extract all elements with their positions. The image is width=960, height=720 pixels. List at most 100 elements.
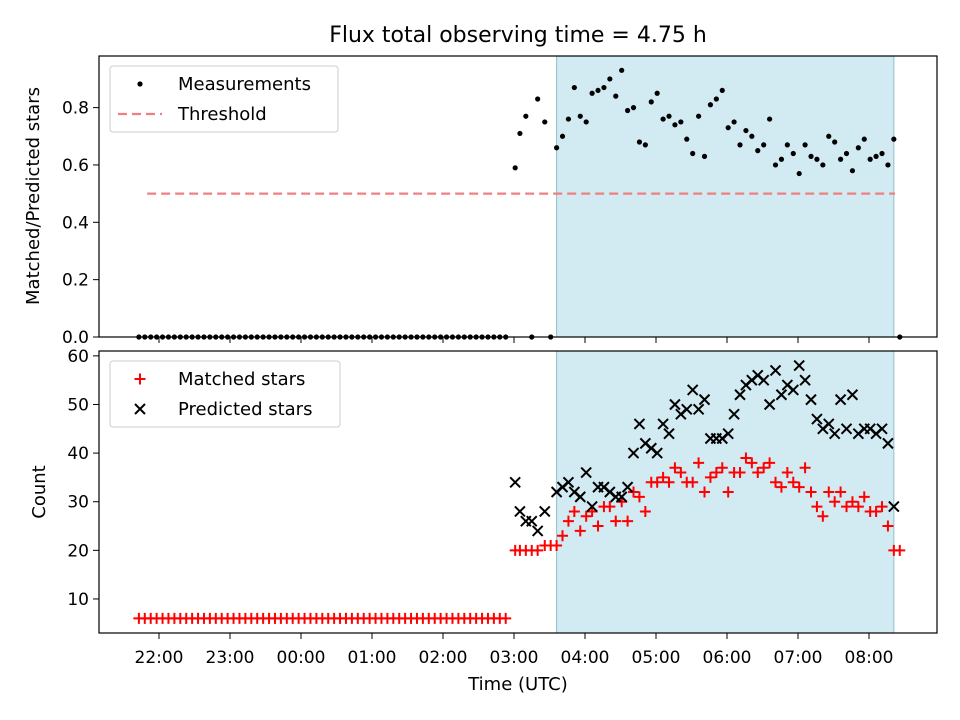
bottom-y-tick-label: 20 (67, 541, 89, 561)
matched-star-point (876, 501, 888, 513)
matched-star-point (633, 491, 645, 503)
bottom-y-tick-label: 10 (67, 590, 89, 610)
measurement-point (873, 153, 879, 159)
measurement-point (589, 90, 595, 96)
measurement-point (784, 142, 790, 148)
predicted-star-point (663, 427, 675, 440)
matched-star-point (669, 462, 681, 474)
measurement-point (737, 142, 743, 148)
measurement-point (619, 67, 625, 73)
predicted-star-point (799, 374, 811, 386)
predicted-star-point (882, 437, 894, 450)
bottom-y-tick-label: 40 (67, 444, 89, 464)
matched-star-point (604, 501, 616, 513)
predicted-star-point (840, 423, 853, 435)
x-tick-label: 01:00 (348, 648, 397, 668)
legend-label: Matched stars (178, 369, 305, 390)
measurement-point (802, 142, 808, 148)
predicted-star-point (876, 423, 888, 435)
predicted-star-point (793, 359, 805, 372)
measurement-point (855, 145, 861, 151)
matched-star-point (687, 476, 699, 488)
measurement-point (755, 148, 761, 154)
matched-star-point (805, 486, 817, 498)
matched-star-point (882, 520, 894, 532)
predicted-star-point (586, 500, 598, 513)
bottom-y-axis-label: Count (29, 465, 50, 518)
matched-star-point (610, 515, 622, 527)
measurement-point (843, 150, 850, 157)
predicted-star-point (734, 389, 746, 401)
measurement-point (654, 90, 660, 96)
measurement-point (719, 87, 725, 94)
x-tick-label: 02:00 (419, 648, 468, 668)
measurement-point (636, 139, 643, 145)
predicted-star-point (828, 427, 841, 440)
predicted-star-point (763, 398, 776, 411)
matched-star-point (574, 525, 586, 537)
measurement-point (725, 125, 731, 131)
matched-star-point (628, 486, 640, 498)
matched-star-point (829, 496, 841, 508)
bottom-axes-frame (98, 350, 938, 634)
legend-marker-measurements (137, 81, 143, 87)
matched-star-point (580, 510, 592, 522)
measurement-point (808, 153, 814, 159)
x-tick-label: 22:00 (135, 648, 184, 668)
measurement-point (891, 136, 897, 142)
measurement-point (820, 162, 826, 168)
predicted-star-point (574, 491, 586, 503)
predicted-star-point (657, 418, 669, 430)
legend-marker-matched (134, 373, 146, 385)
measurement-point (678, 119, 684, 125)
matched-star-point (716, 462, 728, 474)
matched-star-point (500, 612, 512, 624)
matched-star-point (622, 515, 634, 527)
predicted-star-point (681, 403, 693, 416)
matched-star-point (551, 539, 563, 551)
top-legend-box (109, 65, 339, 133)
bottom-legend: Matched stars Predicted stars (109, 360, 341, 428)
chart-title: Flux total observing time = 4.75 h (329, 23, 707, 48)
measurement-point (761, 142, 767, 148)
matched-star-point (592, 520, 604, 532)
matched-star-point (675, 467, 687, 479)
top-y-tick-label: 0.8 (62, 99, 89, 119)
bottom-y-tick-label: 30 (67, 493, 89, 513)
top-y-tick-label: 0.4 (62, 213, 89, 233)
matched-star-point (817, 510, 829, 522)
measurement-point (523, 113, 529, 119)
matched-star-point (532, 544, 544, 556)
matched-star-point (734, 467, 746, 479)
measurement-point (595, 87, 601, 94)
measurement-point (535, 96, 541, 102)
predicted-star-point (787, 384, 799, 396)
predicted-star-point (686, 384, 699, 396)
x-tick-label: 23:00 (206, 648, 255, 668)
measurement-point (613, 93, 619, 99)
measurement-point (838, 156, 844, 162)
matched-star-point (740, 452, 752, 464)
top-observing-window (556, 55, 895, 338)
legend-label: Predicted stars (178, 399, 312, 420)
matched-star-point (764, 457, 776, 469)
top-y-tick-label: 0.2 (62, 271, 89, 291)
predicted-star-point (769, 364, 782, 377)
predicted-star-point (669, 398, 681, 411)
matched-star-point (557, 530, 569, 542)
top-y-tick-label: 0.6 (62, 156, 89, 176)
measurement-point (660, 116, 666, 122)
matched-star-point (722, 486, 734, 498)
measurement-point (583, 119, 589, 125)
matched-star-point (841, 501, 853, 513)
measurement-point (713, 96, 719, 102)
predicted-star-point (621, 481, 634, 493)
predicted-star-point (633, 418, 646, 430)
measurement-point (648, 99, 654, 105)
x-axis-label: Time (UTC) (467, 674, 568, 695)
matched-star-point (651, 476, 663, 488)
x-tick-label: 03:00 (490, 648, 539, 668)
matched-star-point (562, 515, 574, 527)
matched-star-point (775, 481, 787, 493)
matched-star-point (811, 501, 823, 513)
